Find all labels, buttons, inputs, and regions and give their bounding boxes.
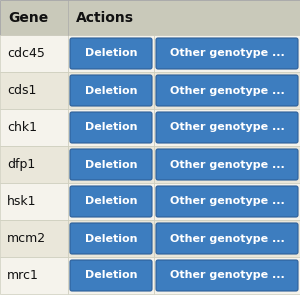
- FancyBboxPatch shape: [70, 186, 152, 217]
- Bar: [154, 72, 300, 109]
- Bar: [154, 35, 300, 72]
- Bar: [68, 146, 154, 183]
- Text: Deletion: Deletion: [85, 197, 137, 207]
- Text: Other genotype ...: Other genotype ...: [169, 197, 284, 207]
- Bar: [0, 0, 300, 35]
- Bar: [68, 35, 154, 72]
- Bar: [68, 109, 154, 146]
- Bar: [0, 183, 68, 220]
- Text: mcm2: mcm2: [7, 232, 46, 245]
- Text: Deletion: Deletion: [85, 160, 137, 170]
- FancyBboxPatch shape: [70, 75, 152, 106]
- Text: Other genotype ...: Other genotype ...: [169, 86, 284, 96]
- Text: Other genotype ...: Other genotype ...: [169, 271, 284, 281]
- FancyBboxPatch shape: [70, 149, 152, 180]
- Bar: [68, 72, 154, 109]
- Text: Deletion: Deletion: [85, 271, 137, 281]
- Text: dfp1: dfp1: [7, 158, 35, 171]
- Text: Actions: Actions: [76, 10, 134, 25]
- Text: mrc1: mrc1: [7, 269, 39, 282]
- FancyBboxPatch shape: [70, 260, 152, 291]
- Bar: [0, 35, 68, 72]
- Bar: [68, 220, 154, 257]
- Bar: [68, 257, 154, 294]
- Text: Deletion: Deletion: [85, 86, 137, 96]
- Bar: [154, 220, 300, 257]
- FancyBboxPatch shape: [70, 38, 152, 69]
- Bar: [0, 109, 68, 146]
- Text: cds1: cds1: [7, 84, 36, 97]
- Text: cdc45: cdc45: [7, 47, 45, 60]
- Text: Other genotype ...: Other genotype ...: [169, 49, 284, 59]
- Bar: [68, 183, 154, 220]
- Text: Other genotype ...: Other genotype ...: [169, 234, 284, 244]
- Bar: [154, 146, 300, 183]
- Bar: [154, 183, 300, 220]
- Bar: [0, 72, 68, 109]
- Text: Other genotype ...: Other genotype ...: [169, 160, 284, 170]
- FancyBboxPatch shape: [156, 186, 298, 217]
- Bar: [0, 257, 68, 294]
- Text: Other genotype ...: Other genotype ...: [169, 123, 284, 133]
- FancyBboxPatch shape: [156, 75, 298, 106]
- Bar: [154, 109, 300, 146]
- FancyBboxPatch shape: [156, 260, 298, 291]
- FancyBboxPatch shape: [156, 38, 298, 69]
- Bar: [0, 146, 68, 183]
- FancyBboxPatch shape: [156, 223, 298, 254]
- Text: Deletion: Deletion: [85, 123, 137, 133]
- Text: hsk1: hsk1: [7, 195, 37, 208]
- Text: Deletion: Deletion: [85, 49, 137, 59]
- Text: chk1: chk1: [7, 121, 37, 134]
- FancyBboxPatch shape: [70, 112, 152, 143]
- Bar: [0, 220, 68, 257]
- Text: Deletion: Deletion: [85, 234, 137, 244]
- FancyBboxPatch shape: [70, 223, 152, 254]
- FancyBboxPatch shape: [156, 112, 298, 143]
- Bar: [154, 257, 300, 294]
- FancyBboxPatch shape: [156, 149, 298, 180]
- Text: Gene: Gene: [8, 10, 48, 25]
